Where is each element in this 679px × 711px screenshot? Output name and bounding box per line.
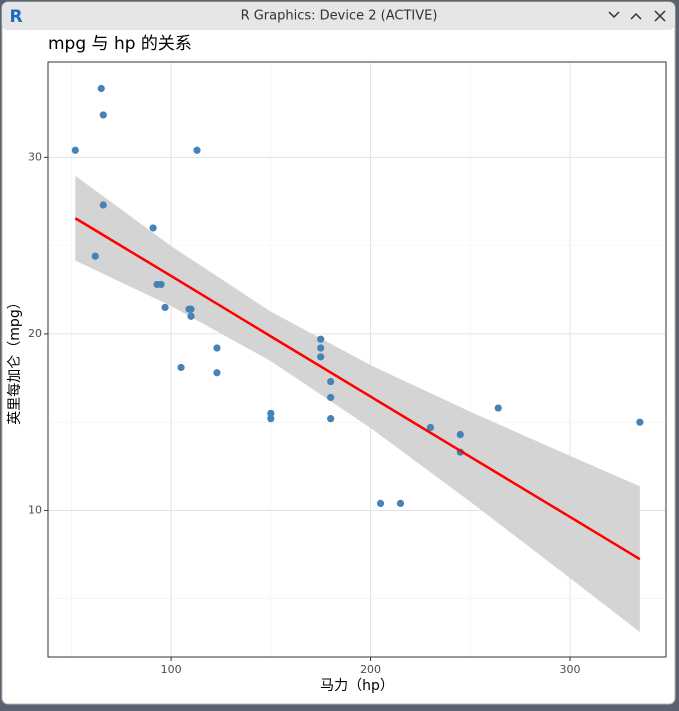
data-point: [327, 377, 335, 386]
maximize-button[interactable]: [630, 12, 642, 20]
x-axis-title: 马力（hp）: [320, 678, 394, 694]
data-point: [71, 146, 79, 154]
title-bar: [2, 2, 675, 30]
data-point: [99, 111, 107, 119]
minimize-button[interactable]: [608, 11, 620, 19]
data-point: [636, 418, 644, 426]
data-point: [193, 146, 201, 154]
data-point: [426, 423, 435, 432]
data-point: [185, 305, 193, 313]
data-point: [177, 363, 185, 372]
y-tick-label: 10: [28, 503, 42, 516]
data-point: [267, 409, 275, 417]
data-point: [97, 84, 105, 93]
data-point: [149, 224, 157, 232]
data-point: [161, 303, 169, 312]
data-point: [187, 312, 195, 320]
x-tick-label: 200: [360, 663, 381, 676]
data-point: [317, 335, 325, 343]
x-tick-label: 300: [560, 663, 581, 676]
app-icon: R: [9, 7, 22, 27]
y-tick-label: 20: [28, 327, 42, 340]
window-title: R Graphics: Device 2 (ACTIVE): [241, 9, 438, 24]
data-point: [327, 415, 335, 423]
data-point: [213, 344, 221, 352]
data-point: [376, 499, 385, 507]
data-point: [267, 415, 275, 423]
data-point: [317, 344, 325, 352]
confidence-band: [75, 175, 640, 633]
data-point: [317, 353, 325, 361]
data-point: [91, 252, 99, 260]
data-point: [456, 430, 464, 439]
chart-title: mpg 与 hp 的关系: [48, 34, 192, 54]
data-point: [157, 280, 165, 289]
x-tick-label: 100: [161, 663, 182, 676]
plot-area: 100 200 300 10 20 30: [28, 61, 667, 676]
data-point: [494, 404, 502, 412]
y-axis-title: 英里每加仑（mpg）: [6, 295, 23, 424]
regression-line: [74, 217, 641, 561]
data-point: [396, 499, 405, 507]
y-tick-label: 30: [28, 150, 42, 163]
data-point: [99, 201, 107, 209]
panel-border: [47, 61, 667, 658]
data-point: [327, 393, 335, 402]
data-point: [213, 369, 221, 377]
close-button[interactable]: [654, 10, 666, 22]
